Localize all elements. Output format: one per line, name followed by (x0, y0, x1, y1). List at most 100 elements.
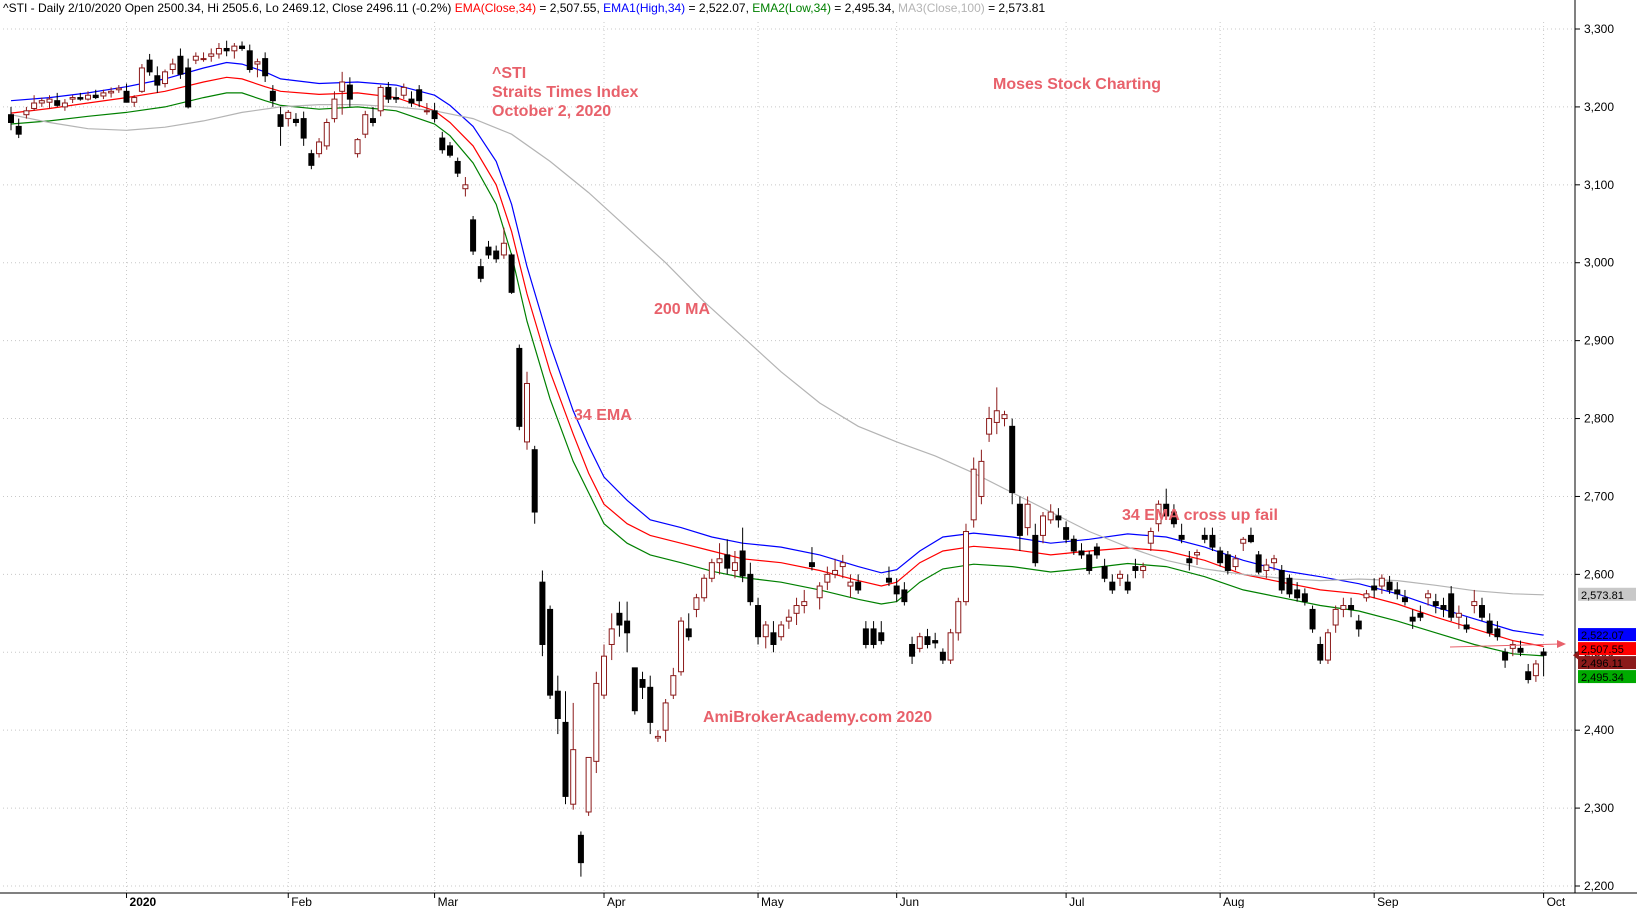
candle-body-up (785, 616, 792, 622)
candle (986, 406, 993, 442)
x-tick-label: Feb (291, 895, 312, 908)
candle-body-down (493, 250, 500, 260)
candle (115, 85, 122, 93)
y-tick-label: 2,900 (1584, 334, 1614, 348)
header-ema1-label: EMA1(High,34) (603, 1, 685, 15)
header-ema1-value: = 2,522.07, (689, 1, 749, 15)
candle (1386, 575, 1393, 594)
candle (1471, 589, 1478, 614)
candle-body-up (1117, 573, 1124, 579)
candle (1540, 647, 1547, 677)
candle (1163, 488, 1170, 520)
candle (762, 621, 769, 649)
candle-body-up (654, 735, 661, 739)
x-tick-label: Mar (438, 895, 459, 908)
candle (377, 85, 384, 117)
candle-body-up (1378, 577, 1385, 587)
candle-body-up (285, 111, 292, 120)
candle-body-down (893, 585, 900, 595)
candle (493, 245, 500, 263)
candle (470, 215, 477, 255)
candle (916, 632, 923, 653)
candle-body-down (878, 632, 885, 642)
candle (1448, 586, 1455, 622)
candle-body-up (524, 382, 530, 443)
candle (1348, 597, 1355, 618)
candle-body-down (470, 219, 477, 252)
chart-header: ^STI - Daily 2/10/2020 Open 2500.34, Hi … (3, 1, 1045, 15)
candle-body-down (1217, 550, 1224, 564)
candle-body-down (177, 55, 184, 75)
candle (1378, 574, 1385, 594)
candle (739, 527, 746, 583)
candle-body-up (986, 418, 993, 435)
candle-body-down (393, 97, 400, 100)
candle-body-down (1432, 601, 1439, 607)
y-tick-label: 3,100 (1584, 178, 1614, 192)
candle (1440, 597, 1447, 618)
candle-body-down (554, 690, 561, 719)
candle-body-down (724, 554, 731, 569)
candle (724, 539, 731, 575)
candle (878, 621, 885, 645)
candle (1093, 543, 1100, 559)
candle-body-up (1001, 414, 1008, 420)
candle (1324, 628, 1331, 664)
annotation-34ema: 34 EMA (574, 407, 632, 424)
candle (1109, 574, 1116, 594)
candle (131, 95, 138, 107)
candle-body-up (38, 100, 45, 104)
candle-body-down (870, 628, 877, 645)
candle (185, 58, 192, 109)
candle-body-down (485, 246, 492, 256)
candle-body-down (1486, 620, 1493, 634)
candle-body-down (308, 153, 315, 166)
candle-body-down (346, 84, 353, 100)
candle (1178, 523, 1185, 544)
candle (1363, 589, 1370, 602)
candle-body-down (1355, 620, 1362, 630)
candle (146, 53, 153, 76)
candle (924, 628, 931, 649)
candle-body-down (1386, 581, 1393, 591)
candle-body-up (1532, 663, 1539, 677)
price-label: 2,495.34 (1578, 670, 1636, 684)
candle-body-up (662, 702, 669, 731)
candle-body-up (254, 61, 261, 65)
candle (993, 387, 1000, 435)
candle-body-up (208, 53, 215, 57)
candle (231, 43, 238, 59)
candle (1016, 496, 1023, 551)
candle-body-down (1101, 566, 1108, 579)
x-tick-label: 2020 (130, 895, 157, 908)
candle (870, 621, 877, 649)
x-tick-label: Oct (1547, 895, 1566, 908)
candle-body-up (400, 86, 407, 96)
candle (955, 597, 962, 641)
candle-body-down (1348, 605, 1355, 610)
header-symbol: ^STI - Daily 2/10/2020 Open 2500.34, Hi … (3, 1, 451, 15)
candle (1070, 535, 1077, 555)
candle (808, 547, 815, 571)
candle (1463, 617, 1470, 633)
candle-body-up (323, 121, 330, 147)
candle-body-up (131, 97, 138, 103)
candle-body-down (431, 110, 438, 120)
candle-body-down (1309, 608, 1316, 630)
candle (1278, 565, 1285, 594)
candle-body-up (162, 71, 169, 85)
candle (246, 44, 253, 73)
candle-body-down (1502, 651, 1509, 661)
candle-body-down (531, 449, 538, 513)
candle-body-down (855, 581, 862, 591)
candle-body-down (1170, 511, 1177, 525)
candle (393, 87, 400, 104)
candle (793, 597, 800, 626)
candle (262, 52, 269, 82)
candle (239, 41, 246, 51)
candle (654, 730, 661, 742)
candle-body-down (1301, 593, 1308, 603)
candle (816, 582, 823, 610)
candle (123, 83, 130, 103)
